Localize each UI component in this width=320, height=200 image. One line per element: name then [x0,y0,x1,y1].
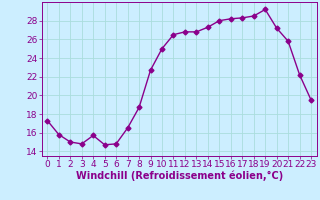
X-axis label: Windchill (Refroidissement éolien,°C): Windchill (Refroidissement éolien,°C) [76,171,283,181]
